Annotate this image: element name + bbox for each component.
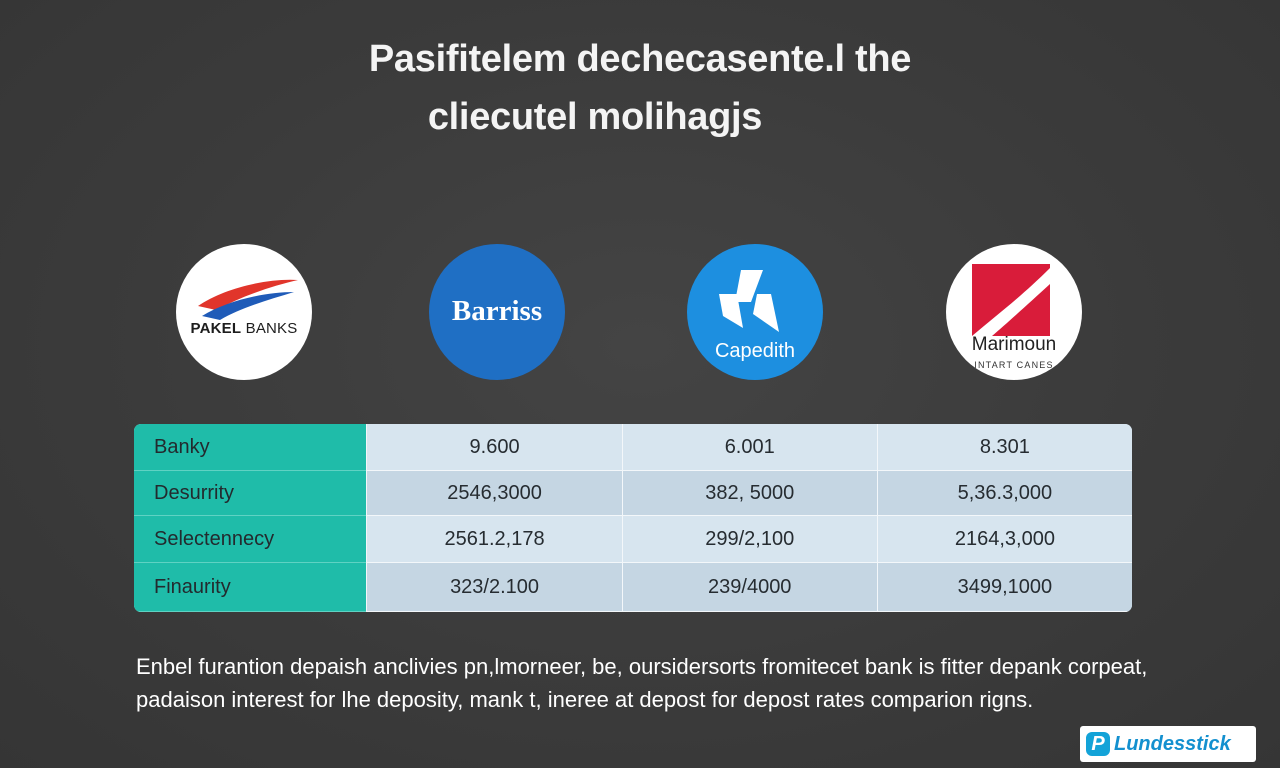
row-label: Banky — [134, 424, 367, 471]
bank-logo-label: Marimoun — [971, 334, 1057, 355]
bank-logo-label: PAKEL BANKS — [190, 320, 298, 337]
geometric-mark-icon — [719, 270, 779, 332]
table-row: Desurrity 2546,3000 382, 5000 5,36.3,000 — [134, 471, 1132, 516]
table-cell: 5,36.3,000 — [876, 471, 1132, 516]
table-cell: 9.600 — [366, 424, 622, 471]
page-title: Pasifitelem dechecasente.l the cliecutel… — [0, 30, 1280, 146]
bank-logo-pakel: PAKEL BANKS — [176, 244, 312, 380]
table-cell: 8.301 — [876, 424, 1132, 471]
ribbon-mark-icon — [972, 264, 1050, 336]
title-line-2: cliecutel molihagjs — [427, 96, 763, 138]
table-row: Banky 9.600 6.001 8.301 — [134, 424, 1132, 471]
row-label: Desurrity — [134, 471, 367, 516]
bank-logo-label: Barriss — [451, 295, 543, 327]
comparison-table: Banky 9.600 6.001 8.301 Desurrity 2546,3… — [134, 424, 1132, 612]
caption-text: Enbel furantion depaish anclivies pn,lmo… — [136, 654, 1148, 712]
table-cell: 299/2,100 — [621, 516, 877, 563]
title-line-1: Pasifitelem dechecasente.l the — [368, 38, 912, 80]
table-cell: 382, 5000 — [621, 471, 877, 516]
table-cell: 2561.2,178 — [366, 516, 622, 563]
table-row: Selectennecy 2561.2,178 299/2,100 2164,3… — [134, 516, 1132, 563]
bank-logo-sublabel: INTART CANES — [974, 360, 1054, 370]
bank-logo-barriss: Barriss — [429, 244, 565, 380]
table-cell: 6.001 — [621, 424, 877, 471]
table-cell: 2164,3,000 — [876, 516, 1132, 563]
table-cell: 2546,3000 — [366, 471, 622, 516]
swoosh-icon — [198, 279, 298, 320]
p-badge-icon: P — [1086, 732, 1110, 756]
brand-badge: P Lundesstick — [1080, 726, 1256, 762]
bank-logo-capedith: Capedith — [687, 244, 823, 380]
bank-logo-label: Capedith — [714, 340, 796, 362]
table-row: Finaurity 323/2.100 239/4000 3499,1000 — [134, 563, 1132, 612]
table-cell: 3499,1000 — [876, 563, 1132, 612]
bank-logo-marimoun: Marimoun INTART CANES — [946, 244, 1082, 380]
row-label: Selectennecy — [134, 516, 367, 563]
row-label: Finaurity — [134, 563, 367, 612]
brand-name: Lundesstick — [1114, 732, 1231, 755]
table-cell: 323/2.100 — [366, 563, 622, 612]
table-cell: 239/4000 — [621, 563, 877, 612]
